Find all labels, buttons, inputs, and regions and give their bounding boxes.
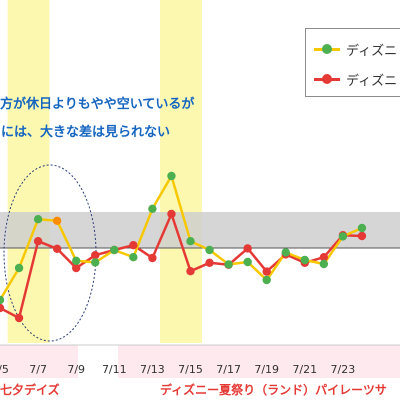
highlight-band-1 <box>7 0 50 343</box>
series-2-point-7/7 <box>33 237 43 246</box>
x-tick-7/17: 7/17 <box>216 363 241 376</box>
legend: ディズニ ディズニ <box>305 28 400 97</box>
event-label-summer: ディズニー夏祭り（ランド）パイレーツサ <box>160 383 387 397</box>
series-1-point-7/5 <box>0 295 5 305</box>
series-1-point-7/23 <box>338 232 348 241</box>
series-1-point-7/24 <box>357 223 367 233</box>
x-tick-7/15: 7/15 <box>178 363 203 376</box>
series-2-point-7/5 <box>0 303 5 313</box>
x-tick-7/11: 7/11 <box>102 363 127 376</box>
series-2-point-7/12 <box>129 241 138 250</box>
x-tick-7/23: 7/23 <box>331 363 356 376</box>
highlight-bands <box>7 0 202 343</box>
series-2-point-7/22 <box>319 253 329 262</box>
annotation-line-1: 方が休日よりもやや空いているが <box>0 97 195 112</box>
series-1-point-7/14 <box>167 171 176 181</box>
annotation-line-2: には、大きな差は見られない <box>1 125 171 140</box>
legend-label-1: ディズニ <box>346 44 398 59</box>
x-tick-7/19: 7/19 <box>254 363 279 376</box>
series-2-point-7/16 <box>205 258 214 267</box>
legend-label-2: ディズニ <box>346 74 398 89</box>
series-1-point-7/20 <box>281 248 290 257</box>
series-1-point-7/16 <box>205 245 214 255</box>
series-2-point-7/18 <box>243 244 252 253</box>
series-1-point-7/6 <box>14 263 24 273</box>
x-tick-7/5: 7/5 <box>0 363 9 376</box>
legend-marker-green <box>322 44 332 54</box>
legend-marker-red <box>322 74 332 84</box>
series-1-point-7/12 <box>129 253 138 262</box>
series-2-point-7/10 <box>91 251 100 260</box>
x-tick-7/7: 7/7 <box>29 363 47 376</box>
series-1-point-7/21 <box>300 255 309 265</box>
tick-row-bg-pink-1 <box>0 345 78 378</box>
series-2-point-7/15 <box>186 267 195 276</box>
series-2-point-7/14 <box>167 209 176 219</box>
tick-row-bg-pink-2 <box>118 345 400 378</box>
x-tick-7/21: 7/21 <box>292 363 317 376</box>
series-2-point-7/24 <box>357 231 367 241</box>
x-tick-7/9: 7/9 <box>67 363 85 376</box>
series-1-point-7/10 <box>91 258 100 267</box>
series-1-point-7/7 <box>33 215 43 224</box>
series-1-point-7/19 <box>262 275 271 285</box>
series-2-point-7/13 <box>148 253 157 263</box>
event-label-tanabata: 七夕デイズ <box>0 383 60 397</box>
series-1-point-7/9 <box>72 256 81 265</box>
series-1-point-7/22 <box>319 259 329 269</box>
series-2-point-7/19 <box>262 267 271 276</box>
tick-background <box>0 344 400 378</box>
series-2-point-7/6 <box>14 313 24 323</box>
x-tick-labels: 7/5 7/7 7/9 7/11 7/13 7/15 7/17 7/19 7/21 7/23 <box>0 363 355 376</box>
x-tick-7/13: 7/13 <box>140 363 165 376</box>
series-1-point-7/11 <box>110 245 119 255</box>
series-2-point-7/8 <box>52 244 62 253</box>
series-1-point-7/15 <box>186 237 195 246</box>
series-1-point-7/18 <box>243 257 252 267</box>
series-1-point-7/8 <box>52 216 62 225</box>
series-lines <box>0 171 367 323</box>
series-2-point-7/9 <box>72 263 81 273</box>
highlight-band-2 <box>160 0 202 343</box>
series-1-point-7/13 <box>148 204 157 213</box>
series-1-point-7/17 <box>224 260 233 269</box>
